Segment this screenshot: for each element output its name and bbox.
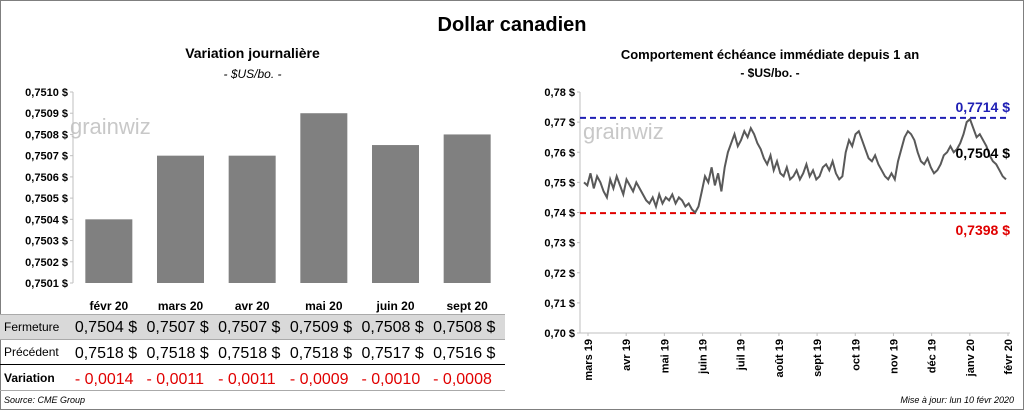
previous-row-label: Précédent — [4, 345, 59, 359]
previous-value: 0,7518 $ — [74, 345, 138, 362]
y-tick-label: 0,71 $ — [544, 298, 575, 310]
last-price-label: 0,7504 $ — [956, 145, 1011, 161]
y-tick-label: 0,72 $ — [544, 268, 575, 280]
x-tick-label: juil 19 — [736, 339, 748, 371]
right-chart-title: Comportement échéance immédiate depuis 1… — [620, 47, 920, 62]
x-tick-label: janv 20 — [965, 339, 977, 377]
category-label: juin 20 — [375, 299, 414, 313]
y-tick-label: 0,78 $ — [544, 87, 575, 99]
category-label: mai 20 — [305, 299, 343, 313]
category-label: sept 20 — [446, 299, 488, 313]
close-value: 0,7509 $ — [289, 319, 353, 336]
category-label: avr 20 — [235, 299, 270, 313]
bar — [157, 155, 204, 283]
y-tick-label: 0,74 $ — [544, 208, 575, 220]
y-tick-label: 0,70 $ — [544, 328, 575, 340]
change-value: - 0,0014 — [74, 371, 134, 388]
x-tick-label: déc 19 — [927, 339, 939, 373]
x-tick-label: avr 19 — [621, 339, 633, 371]
bar — [300, 113, 348, 283]
close-row-label: Fermeture — [4, 320, 60, 334]
watermark-logo-right: grainwiz — [583, 119, 664, 144]
y-tick-label: 0,75 $ — [544, 177, 575, 189]
bar — [85, 219, 133, 283]
x-tick-label: févr 20 — [1003, 339, 1015, 374]
high-label: 0,7714 $ — [956, 99, 1011, 115]
left-chart-title: Variation journalière — [185, 45, 320, 61]
y-tick-label: 0,7503 $ — [25, 236, 68, 248]
y-tick-label: 0,7507 $ — [25, 151, 68, 163]
y-tick-label: 0,7504 $ — [25, 214, 68, 226]
x-tick-label: juin 19 — [698, 339, 710, 375]
y-tick-label: 0,7510 $ — [25, 87, 68, 99]
change-value: - 0,0011 — [146, 371, 205, 388]
y-tick-label: 0,73 $ — [544, 238, 575, 250]
change-value: - 0,0009 — [289, 371, 349, 388]
y-tick-label: 0,7509 $ — [25, 108, 68, 120]
change-value: - 0,0011 — [218, 371, 276, 388]
update-note: Mise à jour: lun 10 févr 2020 — [900, 395, 1014, 405]
x-tick-label: août 19 — [774, 339, 786, 378]
category-label: févr 20 — [89, 299, 128, 313]
left-chart-unit: - $US/bo. - — [223, 67, 282, 81]
previous-value: 0,7517 $ — [361, 345, 424, 362]
line-chart: grainwiz 0,70 $ 0,71 $ 0,72 $ 0,73 $ 0,74 $ 0… — [544, 87, 1015, 381]
close-value: 0,7504 $ — [74, 319, 138, 336]
close-value: 0,7508 $ — [433, 319, 496, 336]
close-value: 0,7507 $ — [146, 319, 209, 336]
change-row-label: Variation — [4, 371, 55, 385]
close-value: 0,7507 $ — [218, 319, 281, 336]
x-tick-label: mars 19 — [583, 339, 595, 381]
change-value: - 0,0008 — [433, 371, 492, 388]
bar-chart: grainwiz 0,7501 $ 0,7502 $ 0,7503 $ 0,7504 … — [25, 87, 491, 313]
close-value: 0,7508 $ — [361, 319, 424, 336]
y-tick-label: 0,7506 $ — [25, 172, 68, 184]
y-tick-label: 0,7508 $ — [25, 129, 68, 141]
watermark-logo: grainwiz — [70, 114, 151, 139]
x-tick-label: nov 19 — [888, 339, 900, 374]
y-tick-label: 0,7505 $ — [25, 193, 68, 205]
bar — [443, 134, 491, 283]
previous-row: Précédent — [0, 340, 505, 365]
page-title: Dollar canadien — [437, 14, 587, 36]
x-tick-label: oct 19 — [850, 339, 862, 371]
y-tick-label: 0,7501 $ — [25, 278, 68, 290]
close-row: Fermeture — [0, 314, 505, 340]
y-tick-label: 0,77 $ — [544, 117, 575, 129]
right-chart-unit: - $US/bo. - — [740, 66, 800, 80]
y-tick-label: 0,76 $ — [544, 147, 575, 159]
previous-value: 0,7518 $ — [289, 345, 353, 362]
x-tick-label: mai 19 — [659, 339, 671, 373]
x-tick-label: sept 19 — [812, 339, 824, 377]
bar — [372, 145, 419, 283]
source-note: Source: CME Group — [4, 395, 86, 405]
change-row: Variation — [0, 366, 505, 391]
category-label: mars 20 — [158, 299, 204, 313]
change-value: - 0,0010 — [361, 371, 421, 388]
previous-value: 0,7518 $ — [146, 345, 209, 362]
previous-value: 0,7516 $ — [433, 345, 496, 362]
price-series-line — [583, 117, 1007, 215]
low-label: 0,7398 $ — [956, 222, 1011, 238]
previous-value: 0,7518 $ — [218, 345, 281, 362]
bar — [228, 155, 276, 283]
y-tick-label: 0,7502 $ — [25, 257, 68, 269]
